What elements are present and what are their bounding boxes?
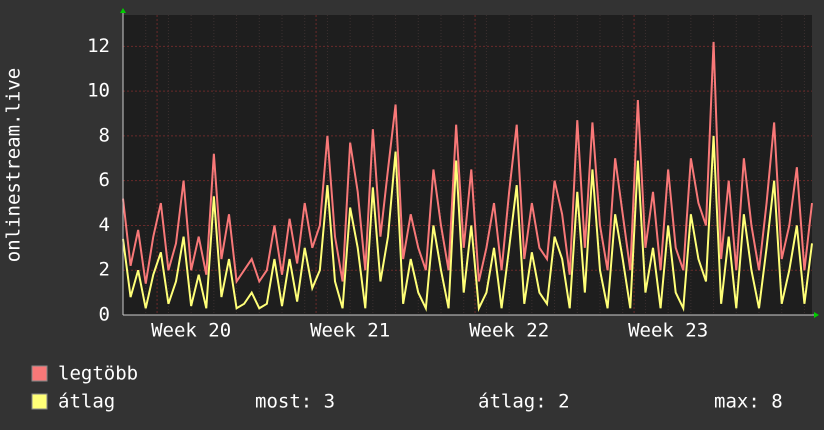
- x-tick-label: Week 21: [310, 320, 390, 342]
- legend-swatch: [31, 393, 48, 410]
- x-tick-label: Week 22: [469, 320, 549, 342]
- x-tick-label: Week 23: [628, 320, 708, 342]
- series-line: [122, 41, 813, 285]
- legend-label: átlag: [58, 391, 115, 413]
- y-tick-label: 4: [99, 214, 110, 236]
- y-tick-label: 6: [99, 169, 110, 191]
- legend-stat: átlag: 2: [478, 391, 570, 413]
- legend: legtöbb átlag most: 3 átlag: 2 max: 8: [31, 363, 783, 413]
- plot: [122, 41, 813, 313]
- y-tick-label: 12: [87, 35, 110, 57]
- legend-swatch: [31, 365, 48, 382]
- x-tick-label: Week 20: [151, 320, 231, 342]
- y-tick-label: 10: [87, 80, 110, 102]
- y-axis-label: onlinestream.live: [3, 68, 25, 262]
- y-tick-label: 0: [99, 304, 110, 326]
- legend-label: legtöbb: [58, 363, 138, 385]
- legend-stat: most: 3: [255, 391, 335, 413]
- y-tick-label: 2: [99, 259, 110, 281]
- series-line: [122, 135, 813, 313]
- axis-arrow: [120, 8, 126, 13]
- legend-stat: max: 8: [714, 391, 783, 413]
- y-tick-label: 8: [99, 124, 110, 146]
- axis-arrow: [814, 312, 819, 318]
